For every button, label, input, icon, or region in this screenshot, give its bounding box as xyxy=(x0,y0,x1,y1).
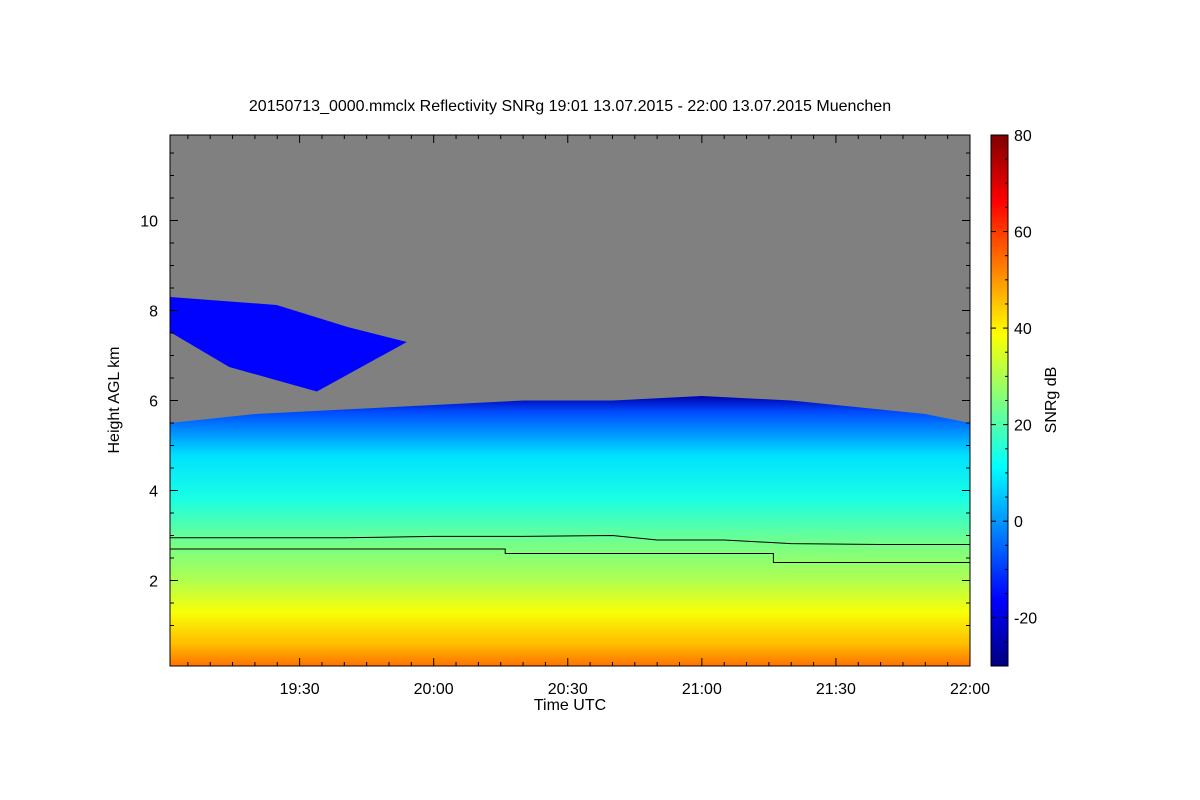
chart-title: 20150713_0000.mmclx Reflectivity SNRg 19… xyxy=(248,98,892,115)
y-tick-label: 2 xyxy=(149,574,158,591)
colorbar-tick-label: 40 xyxy=(1014,321,1032,338)
x-tick-label: 21:30 xyxy=(816,681,856,698)
upper-cloud-layer xyxy=(170,297,407,392)
colorbar-tick-label: 0 xyxy=(1014,514,1023,531)
series-line-2 xyxy=(170,548,970,563)
series-line-1 xyxy=(170,534,970,545)
x-tick-label: 21:00 xyxy=(682,681,722,698)
y-tick-label: 4 xyxy=(149,484,158,501)
y-tick-label: 6 xyxy=(149,394,158,411)
y-axis-label: Height AGL km xyxy=(106,346,123,454)
colorbar-tick-label: 60 xyxy=(1014,225,1032,242)
colorbar-tick-label: 80 xyxy=(1014,128,1032,145)
x-tick-label: 20:00 xyxy=(414,681,454,698)
x-axis-label: Time UTC xyxy=(533,697,607,714)
x-tick-label: 19:30 xyxy=(280,681,320,698)
x-tick-label: 22:00 xyxy=(950,681,990,698)
y-tick-label: 10 xyxy=(140,214,158,231)
colorbar-tick-label: 20 xyxy=(1014,418,1032,435)
colorbar-label: SNRg dB xyxy=(1043,366,1060,434)
colorbar-tick-label: -20 xyxy=(1014,611,1037,628)
reflectivity-field xyxy=(170,396,970,666)
y-tick-label: 8 xyxy=(149,304,158,321)
x-tick-label: 20:30 xyxy=(548,681,588,698)
